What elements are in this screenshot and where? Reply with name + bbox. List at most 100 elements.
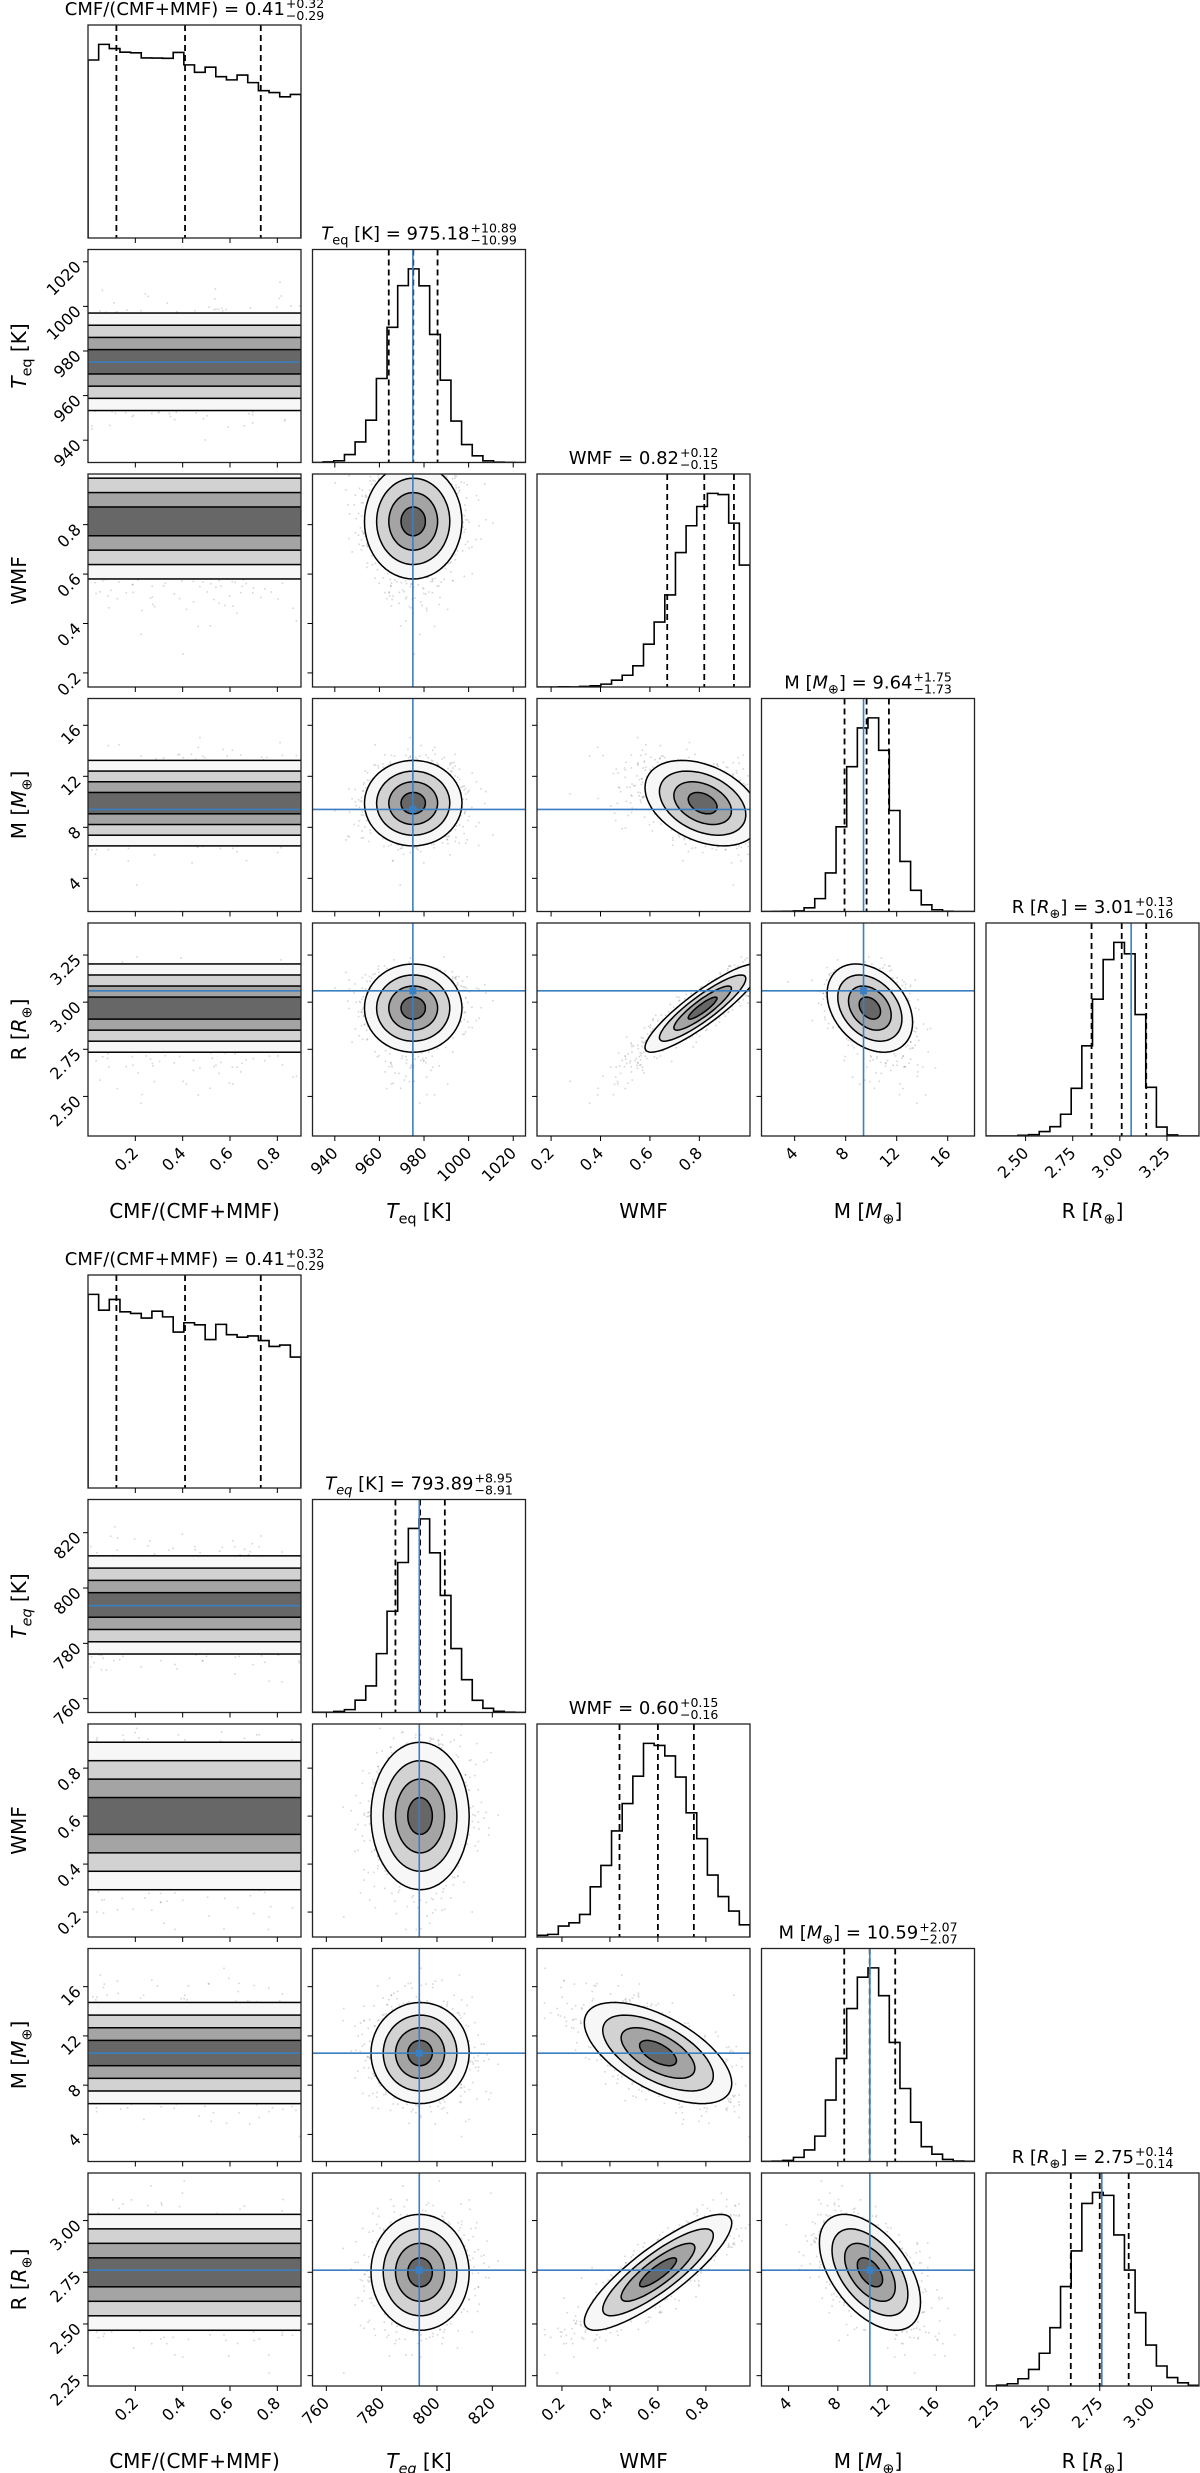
sample-point [232,605,234,607]
sample-point [178,753,181,756]
sample-point [459,537,462,539]
sample-point [360,515,363,517]
sample-point [483,483,486,485]
sample-point [175,411,178,414]
sample-point [348,537,350,540]
sample-point [214,288,217,290]
sample-point [466,483,468,486]
sample-point [468,521,470,523]
sample-point [463,481,465,484]
sample-point [365,494,367,496]
sample-point [270,591,273,593]
sample-point [463,575,466,578]
sample-point [404,580,407,582]
sample-point [425,607,428,610]
sample-point [471,572,473,575]
sample-point [221,307,223,310]
sample-point [405,597,407,600]
title-text: CMF/(CMF+MMF) = 0.41 [65,0,285,20]
sample-point [252,587,255,589]
sample-point [362,502,364,504]
sample-point [116,597,119,600]
axes-frame [536,473,751,688]
sample-point [451,478,454,480]
sample-point [360,502,363,504]
sample-point [209,625,211,627]
sample-point [168,412,171,415]
title-wmf: WMF = 0.82 +0.12−0.15 [569,445,719,472]
sample-point [464,528,467,531]
sample-point [153,854,156,856]
sample-point [464,509,467,512]
sample-point [158,411,160,413]
y-tick-label: 0.6 [53,569,84,600]
sample-point [127,847,130,850]
sample-point [199,736,201,739]
sample-point [388,595,391,597]
y-tick-label: 1000 [43,302,85,344]
y-tick-label: 0.2 [53,668,84,699]
sample-point [399,625,402,627]
sample-point [202,581,204,583]
sample-point [467,519,469,521]
sample-point [374,577,376,579]
histogram-teq: Teq [K] = 975.18 +10.89−10.99 [311,221,527,468]
histogram-cmf: CMF/(CMF+MMF) = 0.41 +0.32−0.29 [65,0,324,243]
sample-point [450,570,452,573]
sample-point [214,298,216,300]
sample-point [144,293,147,295]
sample-point [377,474,379,477]
sample-point [245,582,247,585]
sample-point [149,597,152,599]
scatter-wmf-vs-cmf: 0.20.40.60.8 [53,473,302,700]
sample-point [108,607,110,609]
sample-point [446,477,448,479]
sample-point [390,605,393,607]
sample-point [475,494,478,497]
axes-frame [87,24,302,239]
sample-point [113,302,115,304]
sample-point [94,853,97,856]
sample-point [140,633,142,636]
plot-area [334,474,494,687]
sample-point [409,585,411,588]
plot-area [88,281,301,441]
sample-point [95,848,98,851]
sample-point [426,609,428,612]
sample-point [348,474,350,477]
sample-point [405,582,408,585]
sample-point [101,580,104,582]
sample-point [410,582,412,585]
sample-point [152,603,154,606]
sample-point [236,612,238,615]
sample-point [224,604,226,607]
y-tick-label: 960 [50,391,85,426]
label-segment: CMF/(CMF+MMF) [65,0,219,20]
sample-point [357,512,360,515]
sample-point [405,620,407,622]
sample-point [125,591,128,594]
sample-point [468,547,470,549]
sample-point [398,602,400,605]
sample-point [202,418,205,420]
sample-point [239,754,242,756]
sample-point [231,580,234,583]
sample-point [278,297,281,300]
sample-point [173,593,176,595]
sample-point [492,522,494,524]
sample-point [192,580,195,583]
sample-point [118,744,120,746]
scatter-wmf-vs-teq [307,473,527,692]
sample-point [251,413,254,416]
sample-point [460,481,462,483]
plot-area [537,474,750,687]
sample-point [345,489,347,491]
sample-point [151,412,153,415]
sample-point [374,562,377,565]
sample-point [162,585,165,587]
sample-point [362,533,365,535]
sample-point [454,475,456,477]
sample-point [355,517,357,520]
sample-point [422,588,425,590]
